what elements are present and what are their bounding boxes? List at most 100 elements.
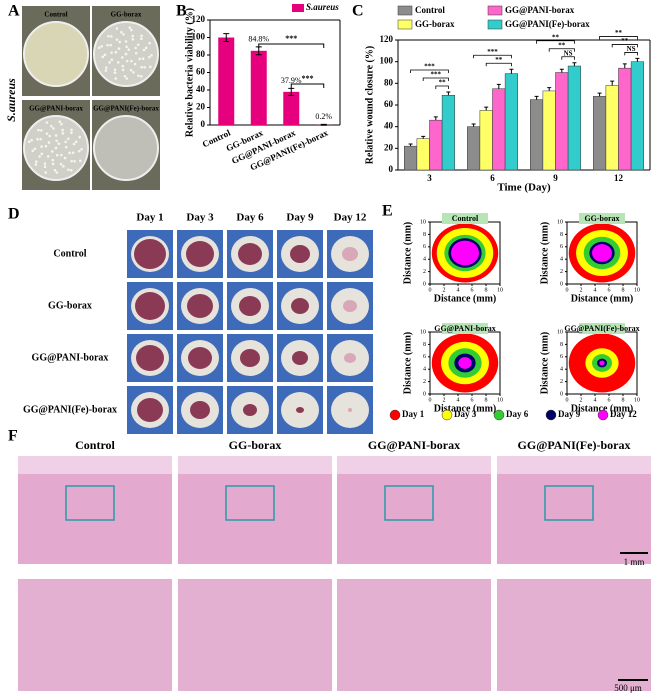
error-bar (484, 106, 489, 111)
error-bar (496, 83, 501, 89)
label: F (8, 428, 18, 445)
colony (125, 59, 129, 63)
colony (70, 128, 73, 132)
label: Distance (mm) (571, 403, 633, 414)
label: 8 (622, 397, 625, 403)
tissue-top (18, 474, 172, 564)
tissue-top (497, 474, 651, 564)
label: 8 (485, 287, 488, 293)
sig-bracket (422, 77, 449, 81)
label: Day 12 (334, 212, 367, 224)
label: 10 (420, 329, 426, 335)
colony (120, 56, 124, 59)
error-bar (408, 143, 413, 147)
colony (57, 142, 61, 146)
legend-dot (441, 409, 453, 421)
label: Distance (mm) (539, 222, 550, 284)
label: A (8, 3, 20, 20)
colony (130, 28, 133, 32)
colony (53, 168, 57, 172)
label: *** (487, 48, 498, 56)
zoom-box (225, 485, 275, 521)
colony (140, 37, 143, 41)
label: Day 3 (186, 212, 214, 224)
label: Control (44, 11, 67, 19)
label: GG@PANI(Fe)-borax (505, 19, 590, 29)
colony (97, 46, 101, 50)
colony (113, 68, 117, 71)
colony (122, 33, 125, 36)
error-bar (288, 87, 295, 96)
label: 6 (471, 287, 474, 293)
colony (105, 66, 108, 69)
colony (134, 51, 138, 55)
label: 500 μm (614, 683, 642, 693)
label: *** (285, 34, 297, 43)
label: Control (75, 438, 115, 452)
colony (66, 137, 70, 141)
colony (44, 171, 48, 174)
label: Distance (mm) (434, 403, 496, 414)
label: 2 (580, 287, 583, 293)
bar (530, 99, 544, 171)
colony (70, 159, 73, 163)
colony (47, 141, 51, 144)
label: 100 (192, 32, 206, 42)
colony (48, 134, 52, 138)
colony (51, 162, 55, 166)
label: Relative wound closure (%) (364, 46, 375, 164)
label: 4 (457, 397, 460, 403)
colony (113, 71, 117, 74)
colony (27, 140, 31, 144)
colony (80, 148, 83, 151)
label: 0 (566, 397, 569, 403)
colony (67, 168, 70, 172)
label: 4 (560, 367, 563, 373)
tissue-top (178, 474, 332, 564)
wound (186, 241, 214, 267)
colony (114, 77, 118, 80)
label: S.aureus (306, 2, 339, 12)
colony (133, 62, 137, 66)
label: 0 (429, 287, 432, 293)
label: 2 (560, 269, 563, 275)
dish (93, 115, 159, 181)
legend-swatch (397, 5, 413, 16)
colony (143, 65, 146, 69)
label: ** (558, 41, 566, 49)
label: Day 6 (506, 409, 529, 419)
colony (132, 71, 135, 74)
colony (131, 34, 134, 38)
label: NS (564, 49, 573, 57)
label: Time (Day) (497, 182, 551, 194)
label: Control (53, 248, 86, 259)
wound (292, 351, 308, 365)
colony (136, 43, 140, 47)
error-bar (509, 68, 514, 74)
legend-swatch (397, 19, 413, 30)
colony (40, 152, 44, 156)
label: 4 (560, 257, 563, 263)
wound (291, 298, 309, 314)
bar (416, 138, 430, 171)
label: 0 (201, 119, 206, 129)
label: Distance (mm) (571, 293, 633, 304)
colony (61, 132, 65, 135)
colony (114, 50, 118, 54)
colony (109, 43, 112, 47)
label: E (382, 203, 393, 220)
colony (101, 55, 105, 59)
colony (69, 169, 73, 172)
colony (40, 145, 43, 148)
label: 4 (594, 287, 597, 293)
label: GG@PANI-borax (505, 5, 575, 15)
wound (190, 401, 210, 419)
colony (104, 69, 108, 72)
label: 4 (423, 257, 426, 263)
label: 3 (427, 173, 432, 183)
colony (115, 38, 119, 41)
label: 1 mm (624, 557, 645, 567)
label: 6 (608, 287, 611, 293)
sig-bracket (561, 56, 575, 60)
